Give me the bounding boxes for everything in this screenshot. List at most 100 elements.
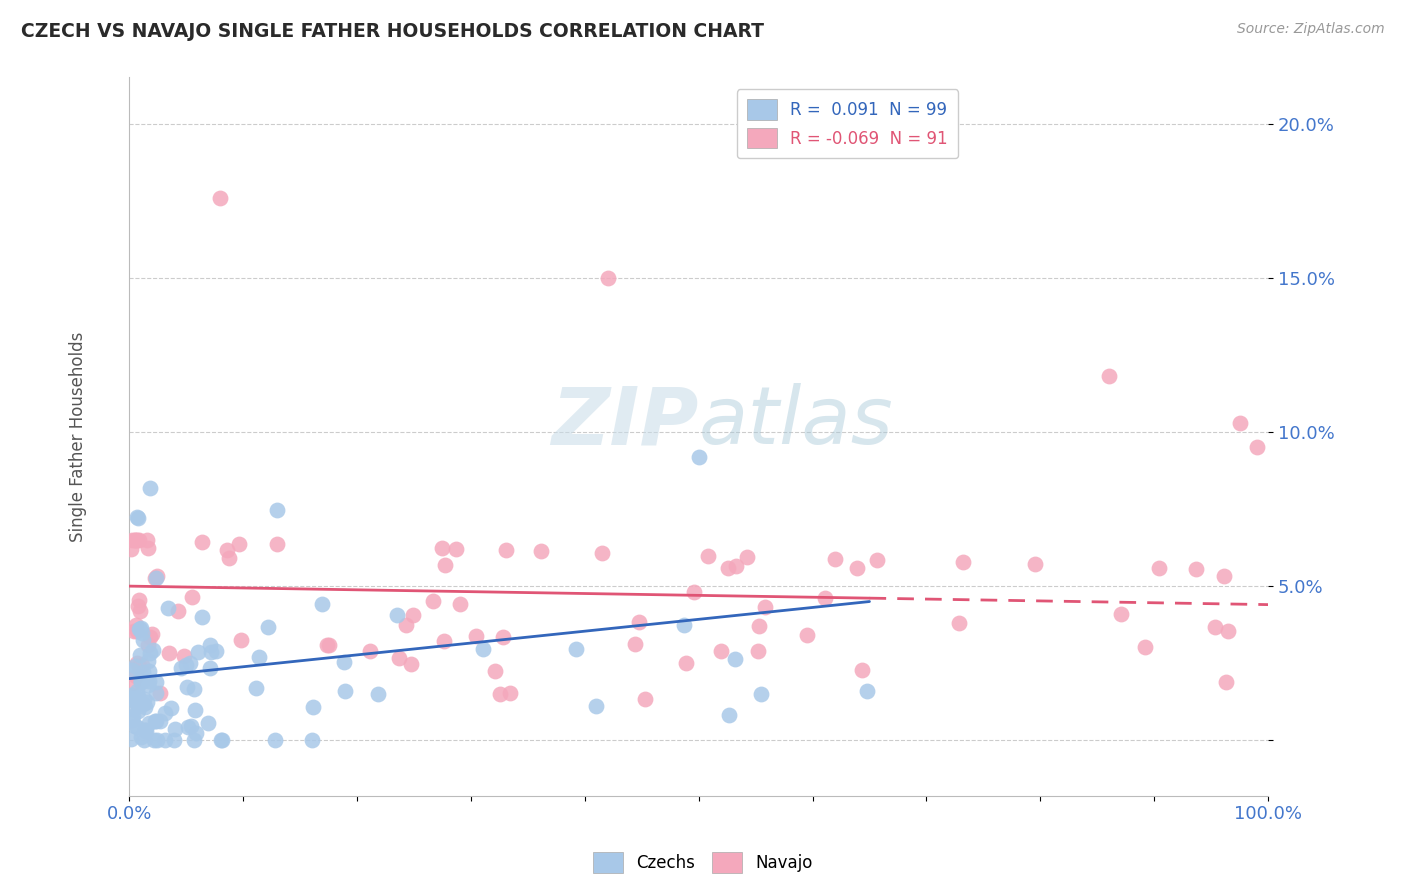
Point [125, 657, 148, 671]
Point [565, 641, 588, 656]
Point [318, 638, 340, 652]
Point [529, 544, 551, 558]
Point [127, 533, 149, 547]
Point [675, 657, 697, 671]
Point [183, 681, 205, 696]
Point [145, 674, 167, 689]
Point [145, 733, 167, 747]
Point [136, 541, 159, 556]
Point [128, 623, 150, 637]
Point [489, 687, 512, 701]
Point [748, 619, 770, 633]
Point [145, 686, 167, 700]
Point [132, 665, 155, 679]
Point [141, 627, 163, 641]
Point [125, 695, 148, 709]
Point [1229, 416, 1251, 430]
Point [367, 687, 389, 701]
Point [824, 552, 846, 566]
Point [596, 270, 619, 285]
Point [814, 591, 837, 605]
Point [205, 644, 228, 658]
Point [128, 593, 150, 607]
Point [121, 675, 143, 690]
Point [174, 658, 197, 673]
Point [247, 649, 270, 664]
Point [725, 559, 748, 574]
Point [139, 630, 162, 644]
Point [132, 692, 155, 706]
Legend: R =  0.091  N = 99, R = -0.069  N = 91: R = 0.091 N = 99, R = -0.069 N = 91 [737, 89, 957, 159]
Point [153, 706, 176, 720]
Point [159, 701, 181, 715]
Point [121, 714, 143, 728]
Point [209, 733, 232, 747]
Point [153, 733, 176, 747]
Point [127, 511, 149, 525]
Point [125, 510, 148, 524]
Point [263, 733, 285, 747]
Point [131, 658, 153, 673]
Point [333, 655, 356, 669]
Point [127, 720, 149, 734]
Point [138, 716, 160, 731]
Point [127, 704, 149, 718]
Point [183, 733, 205, 747]
Point [127, 689, 149, 703]
Point [359, 643, 381, 657]
Point [231, 632, 253, 647]
Point [484, 664, 506, 678]
Point [1111, 607, 1133, 621]
Point [673, 617, 696, 632]
Point [146, 569, 169, 583]
Point [124, 690, 146, 705]
Point [124, 617, 146, 632]
Point [1212, 569, 1234, 583]
Point [464, 629, 486, 643]
Point [197, 716, 219, 731]
Point [683, 585, 706, 599]
Point [128, 605, 150, 619]
Point [1024, 558, 1046, 572]
Text: Single Father Households: Single Father Households [69, 332, 87, 541]
Point [256, 620, 278, 634]
Point [124, 669, 146, 683]
Point [754, 600, 776, 615]
Point [143, 571, 166, 585]
Point [190, 610, 212, 624]
Point [737, 549, 759, 564]
Point [217, 543, 239, 558]
Point [129, 621, 152, 635]
Point [696, 549, 718, 563]
Point [129, 668, 152, 682]
Point [142, 643, 165, 657]
Point [856, 684, 879, 698]
Point [866, 553, 889, 567]
Point [948, 615, 970, 630]
Point [132, 632, 155, 647]
Point [149, 685, 172, 699]
Point [395, 617, 418, 632]
Point [200, 661, 222, 675]
Point [624, 637, 647, 651]
Point [1218, 624, 1240, 638]
Point [749, 687, 772, 701]
Point [121, 541, 143, 556]
Point [131, 626, 153, 640]
Point [136, 654, 159, 668]
Point [145, 572, 167, 586]
Point [245, 681, 267, 696]
Point [124, 533, 146, 547]
Point [851, 663, 873, 677]
Point [129, 674, 152, 689]
Point [218, 550, 240, 565]
Point [634, 691, 657, 706]
Point [122, 709, 145, 723]
Point [173, 648, 195, 663]
Point [796, 627, 818, 641]
Point [333, 684, 356, 698]
Point [495, 543, 517, 558]
Point [157, 601, 180, 615]
Point [145, 714, 167, 728]
Point [134, 733, 156, 747]
